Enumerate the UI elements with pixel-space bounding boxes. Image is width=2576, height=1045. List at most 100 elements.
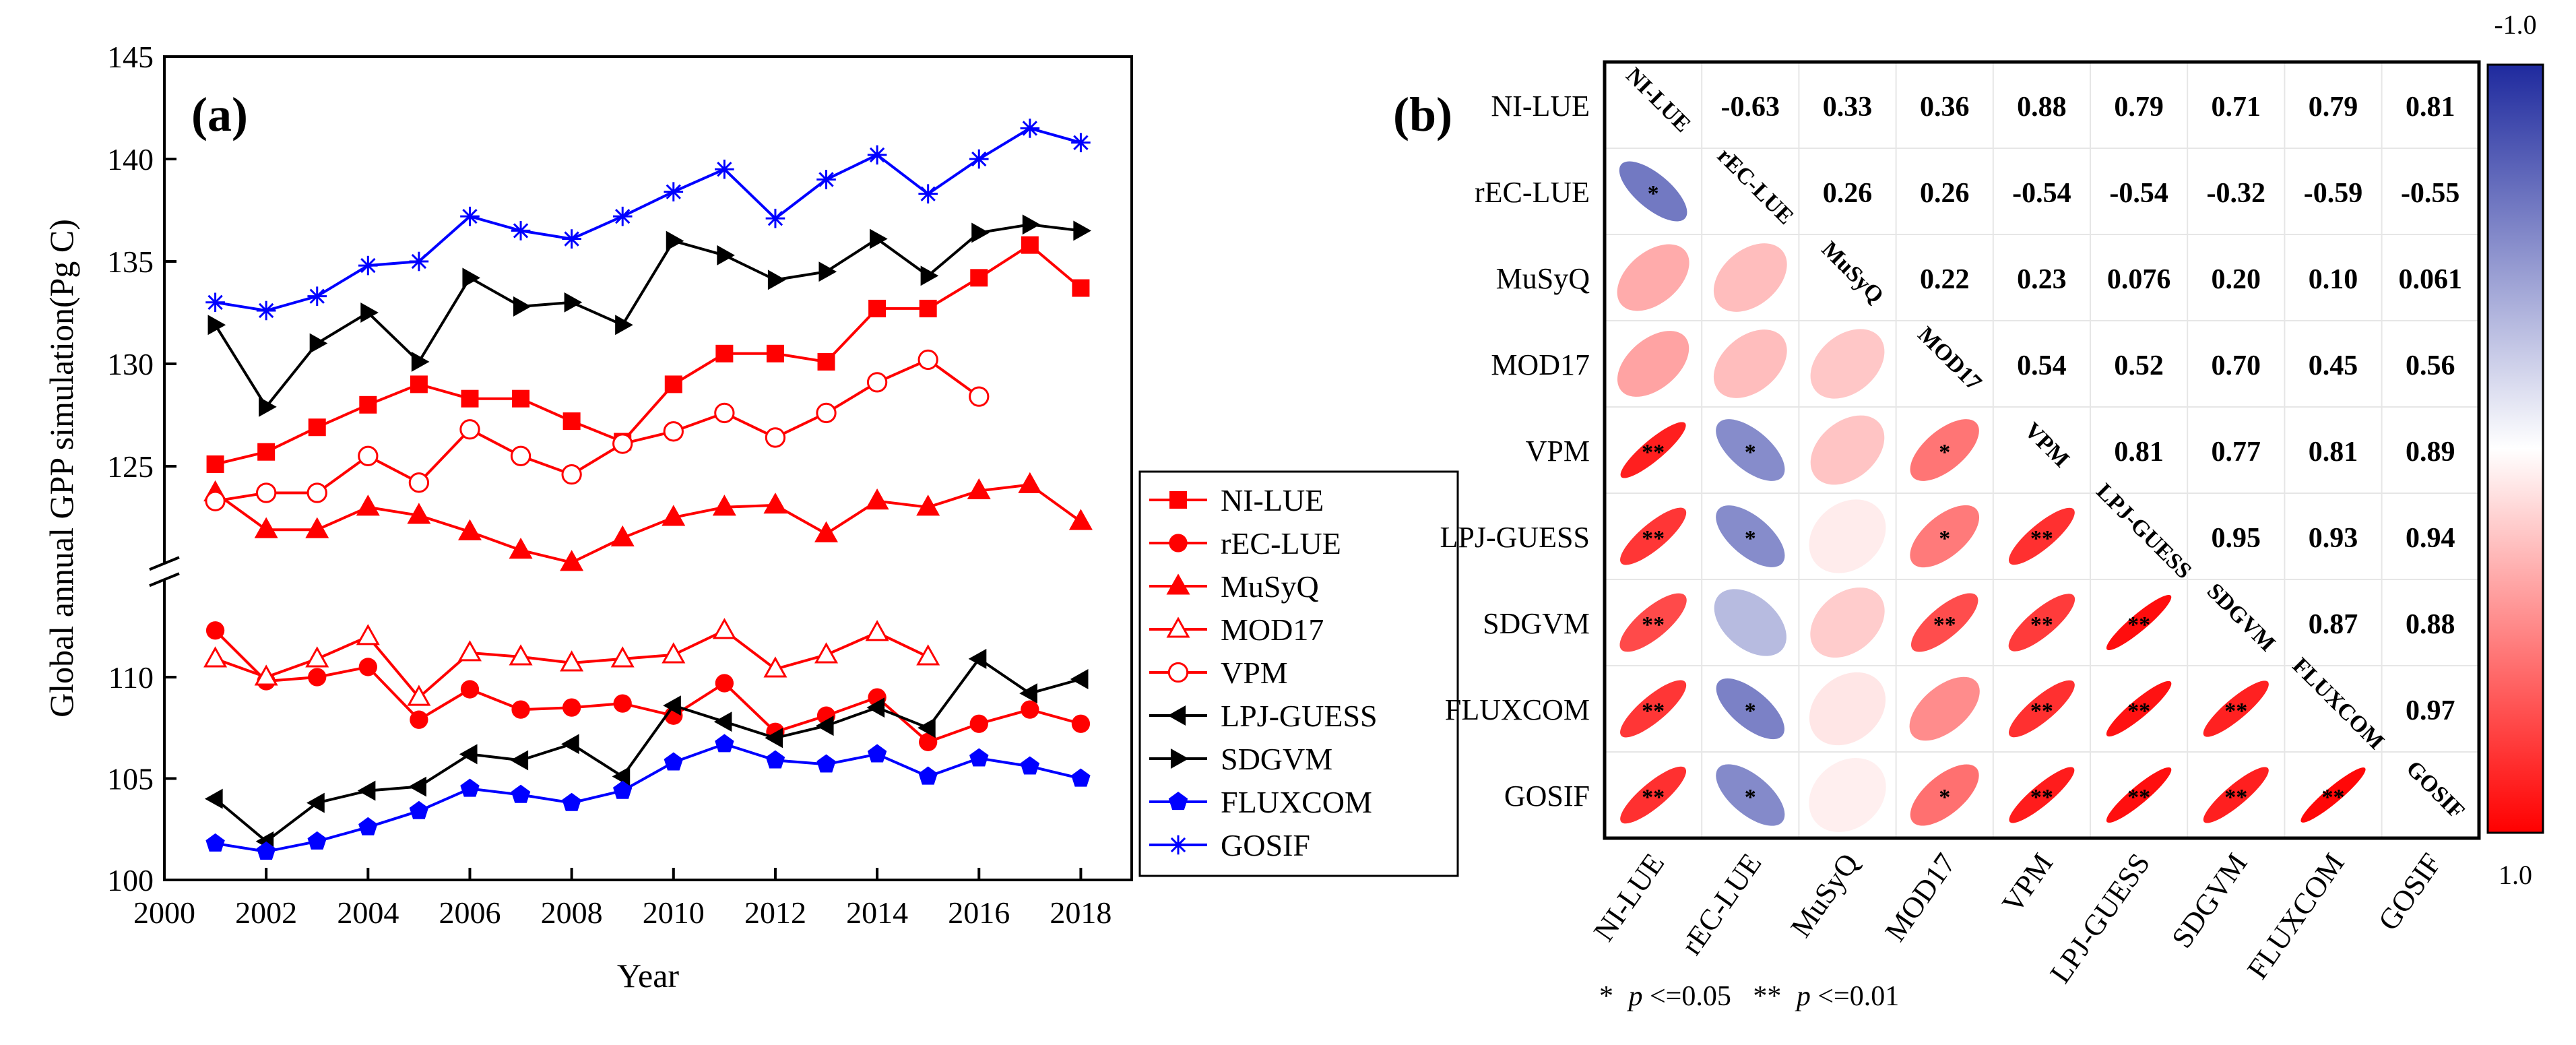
- data-point: [305, 646, 329, 668]
- x-tick-label: 2010: [643, 895, 705, 930]
- data-point: [663, 421, 684, 442]
- panel-b-label: (b): [1393, 88, 1452, 141]
- data-point: [610, 646, 635, 668]
- y-axis-break-mark: [148, 556, 181, 588]
- data-point: [970, 269, 988, 287]
- x-tick-label: 2002: [235, 895, 297, 930]
- corr-value: 0.97: [2406, 695, 2455, 726]
- data-point: [407, 685, 431, 706]
- data-point: [207, 315, 226, 336]
- diagonal-label: FLUXCOM: [2288, 653, 2389, 754]
- corr-value: 0.10: [2309, 264, 2358, 295]
- data-point: [459, 419, 480, 440]
- data-point: [561, 734, 579, 755]
- note-double-text: <=0.01: [1817, 981, 1899, 1012]
- corr-ellipse: [1716, 505, 1785, 567]
- corr-value: 0.23: [2017, 264, 2067, 295]
- data-point: [309, 333, 328, 354]
- corr-ellipse: [2203, 680, 2269, 737]
- data-point: [765, 427, 786, 448]
- corr-value: 0.95: [2212, 523, 2261, 554]
- corr-value: 0.94: [2406, 523, 2455, 554]
- data-point: [815, 716, 834, 736]
- data-point: [1022, 214, 1041, 235]
- significance-mark: **: [1642, 785, 1665, 810]
- data-point: [866, 697, 885, 718]
- significance-mark: **: [1642, 440, 1665, 465]
- legend-label: LPJ-GUESS: [1221, 699, 1378, 733]
- data-point: [971, 222, 990, 243]
- data-point: [460, 680, 480, 699]
- column-label: SDGVM: [2165, 848, 2253, 954]
- significance-mark: **: [1642, 526, 1665, 551]
- corr-ellipse: [1910, 593, 1978, 652]
- data-point: [562, 792, 581, 811]
- column-label: VPM: [1995, 848, 2059, 919]
- column-label: MOD17: [1879, 848, 1962, 947]
- data-point: [612, 766, 631, 787]
- row-label: MuSyQ: [1496, 262, 1590, 295]
- corr-ellipse: [1810, 415, 1885, 485]
- data-point: [409, 251, 429, 272]
- column-label: NI-LUE: [1587, 848, 1671, 947]
- plot-a-frame: [163, 55, 1133, 881]
- note-single-star: *: [1599, 981, 1613, 1012]
- data-point: [359, 395, 377, 414]
- data-point: [358, 255, 378, 276]
- corr-value: -0.55: [2401, 178, 2460, 209]
- series-GOSIF: [205, 119, 1091, 321]
- corr-ellipse: [2203, 767, 2269, 823]
- data-point: [410, 710, 428, 729]
- diagonal-label: rEC-LUE: [1712, 144, 1799, 230]
- data-point: [460, 206, 480, 226]
- legend-marker: [1167, 705, 1186, 726]
- significance-mark: **: [1642, 699, 1665, 724]
- panel-a-series: [203, 119, 1093, 860]
- data-point: [205, 490, 226, 511]
- data-point: [461, 389, 479, 408]
- significance-note: * p <=0.05 ** p <=0.01: [1599, 981, 1899, 1012]
- corr-value: 0.79: [2309, 92, 2358, 123]
- corr-value: 0.26: [1920, 178, 1970, 209]
- data-point: [254, 517, 278, 538]
- data-point: [411, 352, 430, 372]
- corr-value: 0.77: [2212, 437, 2261, 468]
- legend-item: LPJ-GUESS: [1149, 699, 1378, 733]
- legend-item: rEC-LUE: [1149, 526, 1341, 561]
- corr-ellipse: [2008, 594, 2075, 652]
- corr-ellipse: [1910, 419, 1979, 481]
- x-tick-label: 2014: [846, 895, 908, 930]
- corr-value: 0.54: [2017, 350, 2067, 381]
- x-tick-label: 2018: [1050, 895, 1112, 930]
- x-axis-label: Year: [617, 957, 679, 994]
- legend-item: FLUXCOM: [1149, 785, 1372, 819]
- data-point: [358, 658, 377, 676]
- corr-value: 0.88: [2017, 92, 2067, 123]
- y-tick-label: 135: [107, 245, 154, 279]
- data-point: [410, 375, 428, 393]
- data-point: [867, 145, 887, 165]
- corr-ellipse: [1716, 764, 1785, 826]
- series-line: [214, 223, 1081, 410]
- corr-ellipse: [1619, 161, 1687, 222]
- note-p-1: p: [1627, 981, 1643, 1012]
- column-label: FLUXCOM: [2241, 848, 2351, 985]
- data-point: [763, 493, 787, 514]
- data-point: [612, 433, 633, 454]
- data-point: [307, 831, 327, 850]
- colorbar: -1.0 1.0: [2486, 9, 2544, 890]
- data-point: [511, 784, 531, 803]
- diagonal-label: MOD17: [1913, 322, 1987, 395]
- column-label: MuSyQ: [1784, 847, 1865, 943]
- data-point: [1070, 669, 1089, 689]
- data-point: [408, 472, 430, 493]
- data-point: [357, 780, 376, 801]
- data-point: [613, 694, 632, 713]
- column-label: rEC-LUE: [1675, 848, 1768, 961]
- row-label: VPM: [1526, 435, 1590, 468]
- data-point: [360, 303, 379, 323]
- data-point: [1021, 236, 1039, 254]
- data-point: [256, 841, 276, 860]
- data-point: [916, 644, 940, 666]
- data-point: [305, 517, 329, 538]
